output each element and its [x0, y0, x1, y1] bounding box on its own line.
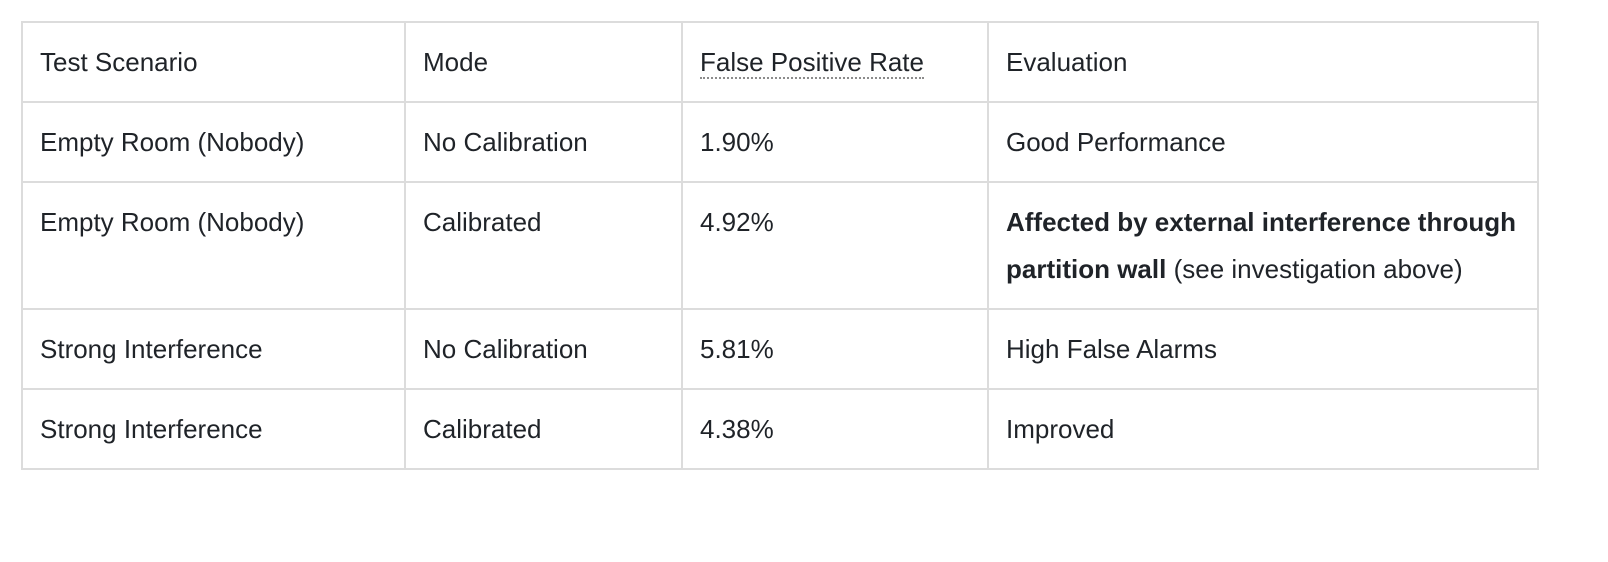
row: Empty Room (Nobody) No Calibration 1.90%… — [21, 101, 1539, 183]
cell: No Calibration — [404, 101, 683, 183]
cell: Affected by external interference throug… — [987, 181, 1539, 310]
row: Empty Room (Nobody) Calibrated 4.92% Aff… — [21, 181, 1539, 310]
cell: Calibrated — [404, 388, 683, 470]
text: (see investigation above) — [1173, 254, 1463, 284]
row: Strong Interference No Calibration 5.81%… — [21, 308, 1539, 390]
cell: Empty Room (Nobody) — [21, 101, 406, 183]
cell: 4.38% — [681, 388, 989, 470]
cell: Strong Interference — [21, 308, 406, 390]
cell: High False Alarms — [987, 308, 1539, 390]
cell: Calibrated — [404, 181, 683, 310]
results-table: Test Scenario Mode False Positive Rate E… — [21, 21, 1539, 470]
header-cell: False Positive Rate — [681, 21, 989, 103]
header-cell: Evaluation — [987, 21, 1539, 103]
cell: Good Performance — [987, 101, 1539, 183]
cell: 4.92% — [681, 181, 989, 310]
cell: 5.81% — [681, 308, 989, 390]
cell: No Calibration — [404, 308, 683, 390]
header-row: Test Scenario Mode False Positive Rate E… — [21, 21, 1539, 103]
cell: Empty Room (Nobody) — [21, 181, 406, 310]
cell: 1.90% — [681, 101, 989, 183]
row: Strong Interference Calibrated 4.38% Imp… — [21, 388, 1539, 470]
cell: Improved — [987, 388, 1539, 470]
bold-text: Affected by external interference throug… — [1006, 207, 1516, 284]
cell: Strong Interference — [21, 388, 406, 470]
header-cell: Test Scenario — [21, 21, 406, 103]
header-abbr: False Positive Rate — [700, 47, 924, 79]
header-cell: Mode — [404, 21, 683, 103]
